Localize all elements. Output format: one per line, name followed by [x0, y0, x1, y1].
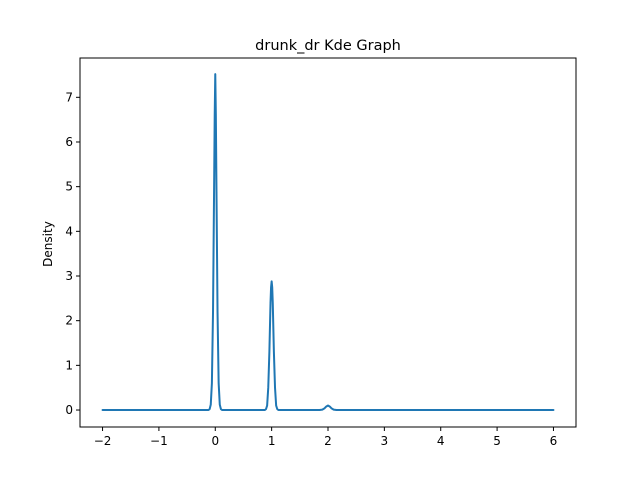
- x-tick-label: −1: [150, 434, 168, 448]
- x-tick-label: 0: [211, 434, 219, 448]
- y-axis-label: Density: [41, 221, 55, 267]
- y-tick-label: 5: [65, 180, 73, 194]
- chart-title: drunk_dr Kde Graph: [255, 38, 401, 54]
- y-tick-label: 4: [65, 224, 73, 238]
- x-tick-label: 2: [324, 434, 332, 448]
- x-tick-label: 3: [381, 434, 389, 448]
- y-tick-label: 3: [65, 269, 73, 283]
- x-tick-label: 5: [493, 434, 501, 448]
- x-tick-label: 6: [550, 434, 558, 448]
- y-tick-label: 7: [65, 90, 73, 104]
- y-tick-label: 6: [65, 135, 73, 149]
- plot-area: −2 −1 0 1 2 3 4 5 6 0 1 2 3 4 5 6 7: [65, 57, 577, 448]
- kde-line-0: [101, 73, 555, 412]
- y-tick-label: 0: [65, 403, 73, 417]
- x-tick-label: −2: [94, 434, 112, 448]
- y-tick-label: 2: [65, 314, 73, 328]
- y-tick-label: 1: [65, 358, 73, 372]
- x-tick-label: 1: [268, 434, 276, 448]
- x-tick-label: 4: [437, 434, 445, 448]
